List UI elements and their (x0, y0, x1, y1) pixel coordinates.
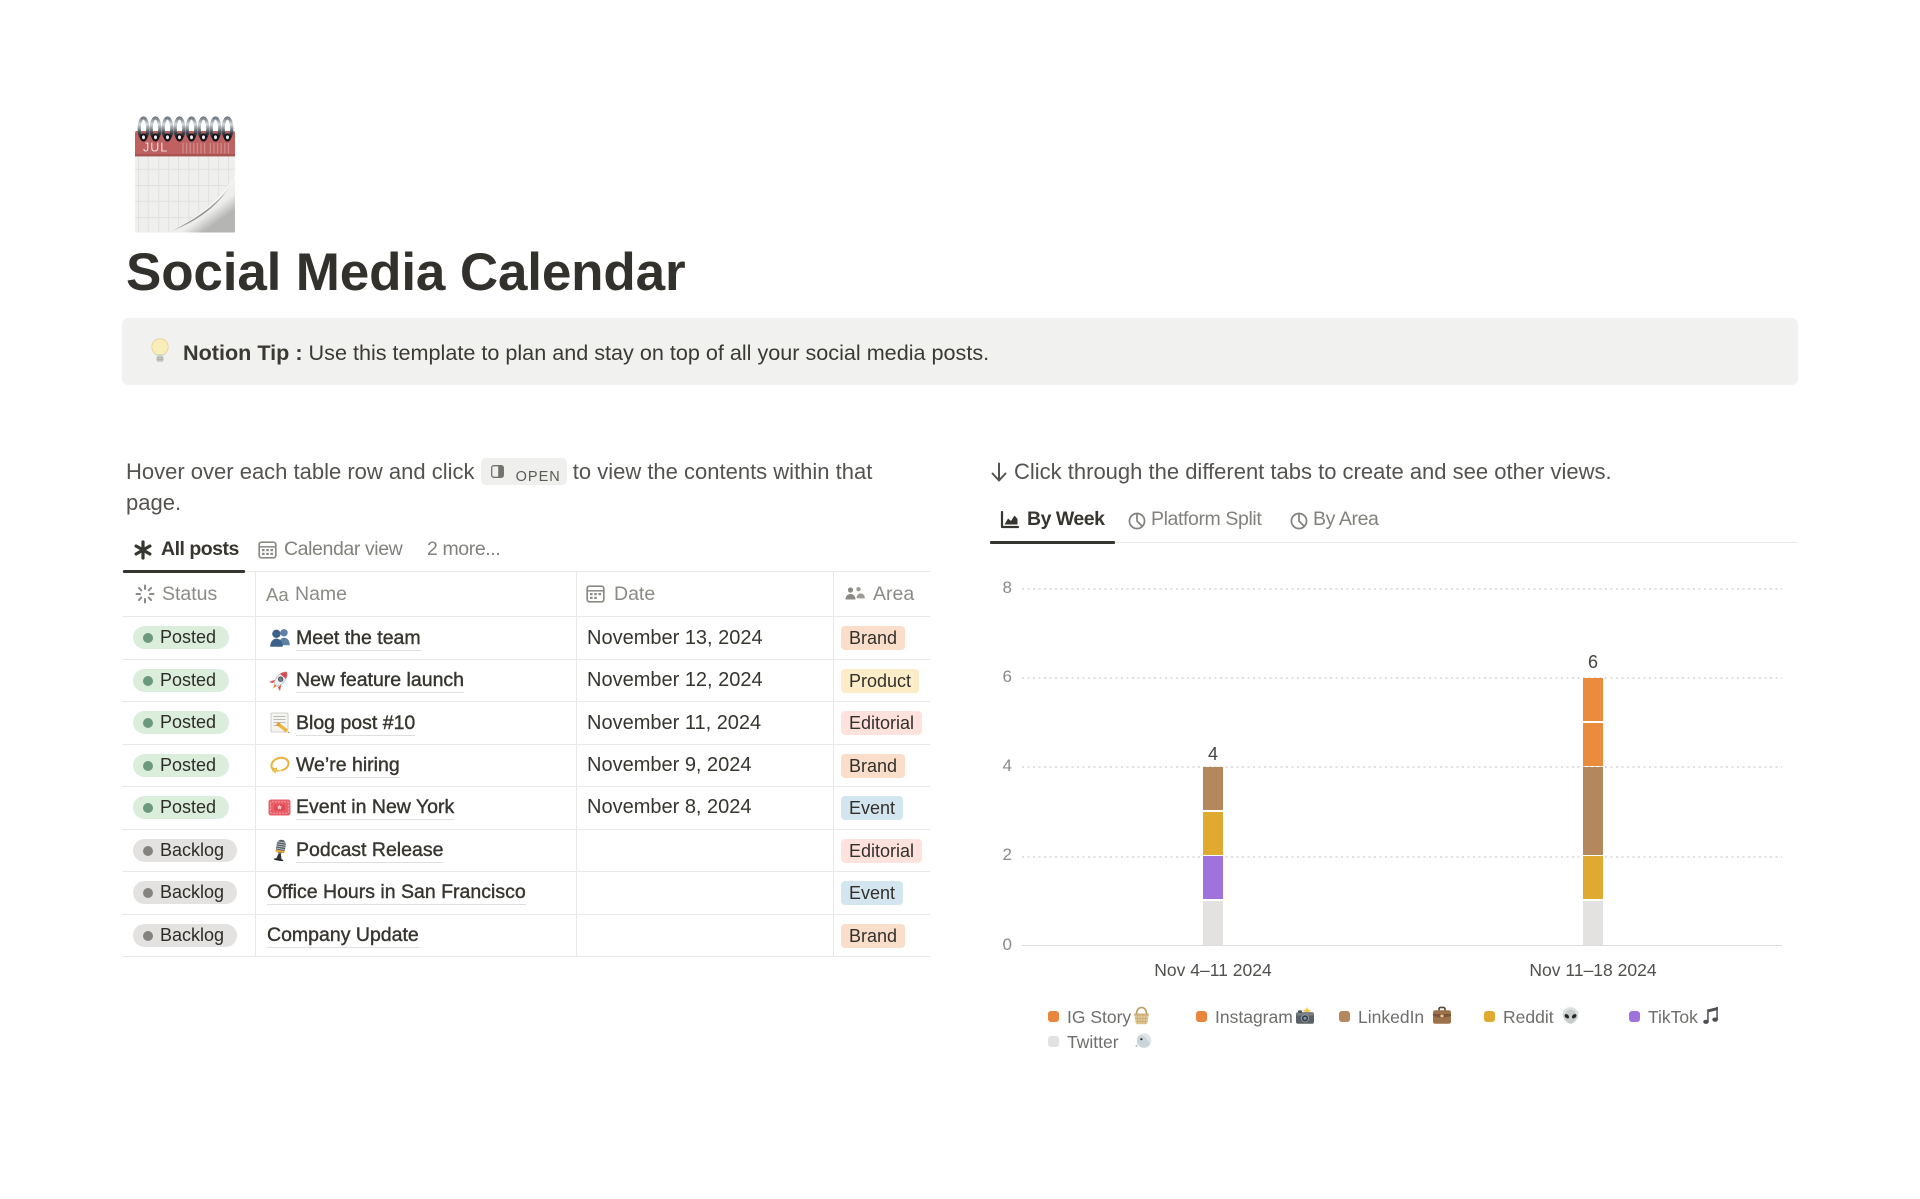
svg-text:JUL: JUL (143, 141, 168, 155)
